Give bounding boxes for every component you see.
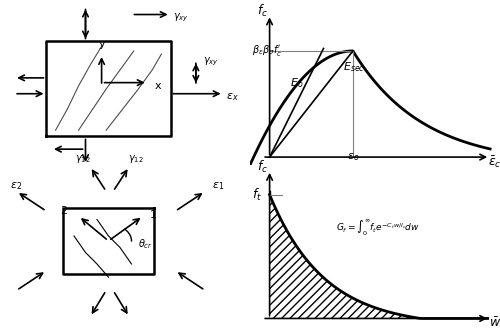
Text: $\bar{w}$: $\bar{w}$ [489, 317, 500, 330]
Text: 2: 2 [60, 206, 67, 216]
Text: $f_t$: $f_t$ [252, 187, 262, 203]
Text: $\gamma_{12}$: $\gamma_{12}$ [128, 153, 144, 165]
Text: $\theta_{cr}$: $\theta_{cr}$ [138, 237, 153, 251]
Text: $\varepsilon_2$: $\varepsilon_2$ [10, 181, 22, 192]
Text: $\varepsilon_1$: $\varepsilon_1$ [212, 181, 224, 192]
Text: y: y [98, 39, 105, 50]
Text: x: x [154, 81, 161, 91]
Text: $E_o$: $E_o$ [290, 76, 304, 89]
Text: 1: 1 [150, 210, 157, 219]
Text: $\varepsilon_y$: $\varepsilon_y$ [79, 0, 92, 3]
Text: $E_{sec}$: $E_{sec}$ [343, 60, 365, 74]
Text: $G_f = \int_0^{\infty} f_t e^{-C_t w/l_c} dw$: $G_f = \int_0^{\infty} f_t e^{-C_t w/l_c… [336, 217, 419, 238]
Text: $\varepsilon_o$: $\varepsilon_o$ [346, 151, 359, 163]
Text: $f_c$: $f_c$ [256, 3, 268, 19]
Text: $\gamma_{12}$: $\gamma_{12}$ [76, 153, 91, 165]
Text: $\beta_\varepsilon\beta_\sigma f_c^{\prime}$: $\beta_\varepsilon\beta_\sigma f_c^{\pri… [252, 44, 282, 58]
Text: $f_c$: $f_c$ [256, 159, 268, 175]
Text: $\varepsilon_x$: $\varepsilon_x$ [226, 91, 238, 103]
Text: $\bar{\varepsilon}_c$: $\bar{\varepsilon}_c$ [488, 154, 500, 170]
Text: $\gamma_{xy}$: $\gamma_{xy}$ [173, 12, 189, 24]
Text: $\gamma_{xy}$: $\gamma_{xy}$ [203, 56, 218, 68]
